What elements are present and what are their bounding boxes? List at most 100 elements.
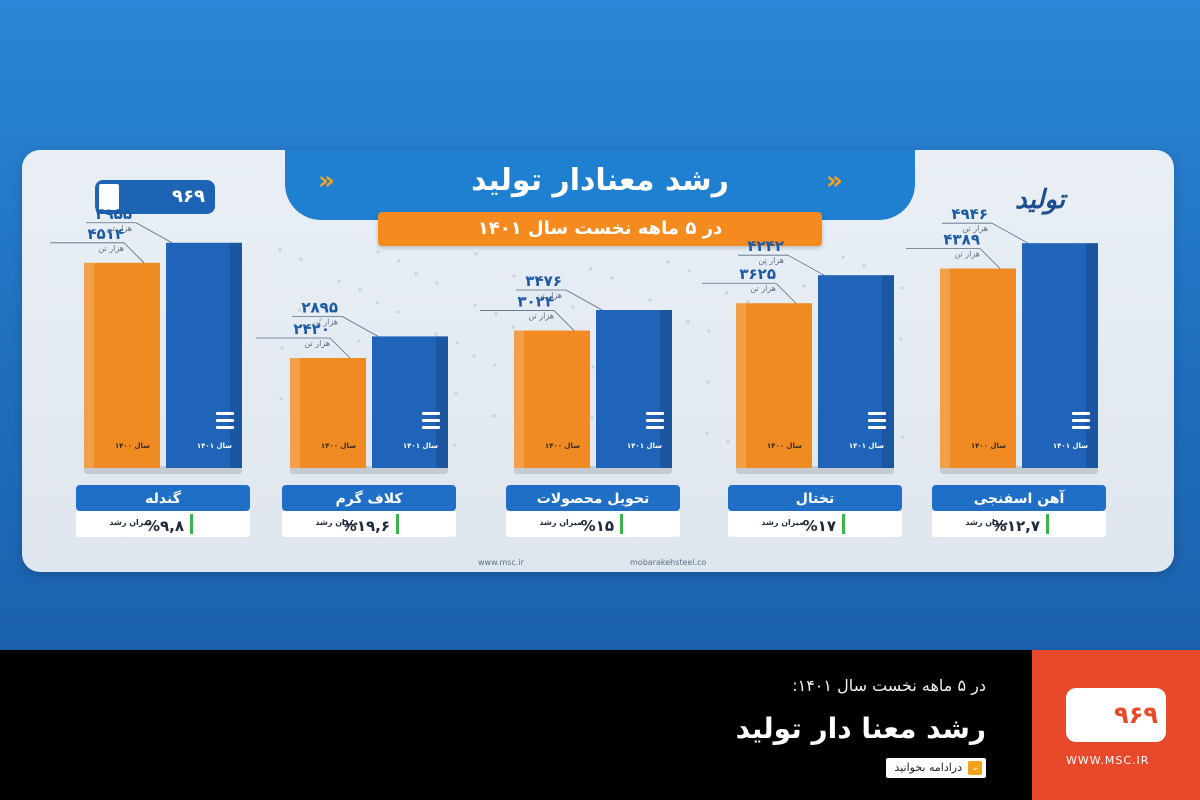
leader-line: [553, 310, 575, 331]
map-dot: [453, 443, 457, 447]
year-label-curr: سال ۱۴۰۱: [849, 442, 884, 450]
map-dot: [397, 259, 401, 263]
map-dot: [550, 296, 554, 300]
map-dot: [901, 435, 905, 439]
value-label-curr: ۴۲۴۲: [747, 237, 784, 255]
brand-website: WWW.MSC.IR: [1066, 754, 1150, 767]
map-dot: [474, 252, 478, 256]
map-dot: [494, 312, 498, 316]
bar-stripe: [1072, 426, 1090, 429]
map-dot: [492, 414, 496, 418]
map-dot: [666, 260, 670, 264]
news-bar: [0, 650, 1200, 800]
bar-curr-shade: [436, 336, 448, 468]
year-label-prev: سال ۱۴۰۰: [115, 442, 150, 450]
footer-url-right[interactable]: mobarakehsteel.co: [630, 558, 707, 567]
leader-line: [991, 222, 1029, 244]
msc-logo: ۹۶۹: [95, 180, 215, 214]
value-label-curr: ۲۸۹۵: [301, 298, 338, 316]
growth-value: %۹,۸: [145, 517, 184, 535]
year-label-prev: سال ۱۴۰۰: [971, 442, 1006, 450]
growth-bar-icon: [190, 514, 193, 534]
category-label-box: [76, 485, 250, 511]
growth-bar-icon: [620, 514, 623, 534]
bar-stripe: [422, 426, 440, 429]
year-label-prev: سال ۱۴۰۰: [767, 442, 802, 450]
category-label: کلاف گرم: [335, 490, 403, 507]
logo-tag-icon: [99, 184, 119, 210]
map-dot: [899, 337, 903, 341]
growth-caption: میزان رشد: [965, 518, 1008, 527]
map-dot: [279, 397, 283, 401]
leader-line: [565, 289, 603, 311]
year-label-prev: سال ۱۴۰۰: [321, 442, 356, 450]
growth-caption: میزان رشد: [109, 518, 152, 527]
map-dot: [590, 416, 594, 420]
year-label-curr: سال ۱۴۰۱: [627, 442, 662, 450]
growth-bar-icon: [1046, 514, 1049, 534]
title-tab: [285, 150, 915, 220]
growth-value: %۱۹,۶: [342, 517, 390, 535]
map-dot: [455, 341, 459, 345]
footer-url-left[interactable]: www.msc.ir: [478, 558, 524, 567]
growth-bar-icon: [396, 514, 399, 534]
map-dot: [414, 272, 418, 276]
bar-curr: [1022, 243, 1098, 468]
value-label-prev: ۳۶۲۵: [739, 265, 776, 283]
bar-stripe: [868, 419, 886, 422]
map-dot: [357, 339, 361, 343]
map-dot: [725, 291, 729, 295]
map-dot: [764, 262, 768, 266]
value-label-curr: ۴۹۴۶: [951, 205, 988, 223]
bar-curr-shade: [882, 275, 894, 468]
chevron-down-icon: ⌄: [968, 761, 982, 775]
bar-curr: [372, 336, 448, 468]
chevron-right-icon: »: [826, 166, 843, 196]
logo-text: ۹۶۹: [172, 186, 205, 207]
chart-subtitle: در ۵ ماهه نخست سال ۱۴۰۱: [378, 212, 822, 246]
unit-label-curr: هزار تن: [962, 224, 988, 233]
bar-stripe: [216, 419, 234, 422]
map-dot: [375, 301, 379, 305]
unit-label-curr: هزار تن: [106, 224, 132, 233]
map-dot: [802, 284, 806, 288]
bar-stripe: [646, 412, 664, 415]
growth-box: [728, 511, 902, 537]
growth-box: [282, 511, 456, 537]
leader-line: [775, 282, 797, 304]
read-more-button[interactable]: ⌄ درادامه بخوانید: [886, 758, 986, 778]
bar-stripe: [868, 412, 886, 415]
map-dot: [396, 310, 400, 314]
unit-label-curr: هزار تن: [536, 291, 562, 300]
map-dot: [299, 257, 303, 261]
map-dot: [571, 305, 575, 309]
category-label: تختال: [796, 491, 834, 507]
bar-prev: [736, 303, 812, 468]
map-dot: [472, 354, 476, 358]
bar-prev: [940, 268, 1016, 468]
value-label-curr: ۴۹۵۵: [95, 205, 132, 223]
bar-stripe: [1072, 419, 1090, 422]
map-dot: [610, 276, 614, 280]
category-label-box: [506, 485, 680, 511]
brand-logo: ۹۶۹: [1066, 688, 1166, 742]
bar-prev: [514, 330, 590, 468]
bar-prev-highlight: [940, 268, 950, 468]
map-dot: [434, 332, 438, 336]
category-label: گندله: [145, 490, 182, 507]
chart-title: رشد معنادار تولید: [471, 163, 729, 198]
map-dot: [435, 281, 439, 285]
year-label-curr: سال ۱۴۰۱: [1053, 442, 1088, 450]
map-dot: [512, 274, 516, 278]
bar-prev: [290, 358, 366, 468]
value-label-curr: ۳۴۷۶: [525, 272, 562, 290]
bar-curr: [166, 242, 242, 468]
bar-prev: [84, 262, 160, 468]
bar-stripe: [422, 412, 440, 415]
growth-bar-icon: [842, 514, 845, 534]
unit-label-prev: هزار تن: [98, 244, 124, 253]
map-dot: [376, 250, 380, 254]
map-dot: [591, 365, 595, 369]
news-title[interactable]: رشد معنا دار تولید: [735, 712, 986, 745]
map-dot: [337, 279, 341, 283]
